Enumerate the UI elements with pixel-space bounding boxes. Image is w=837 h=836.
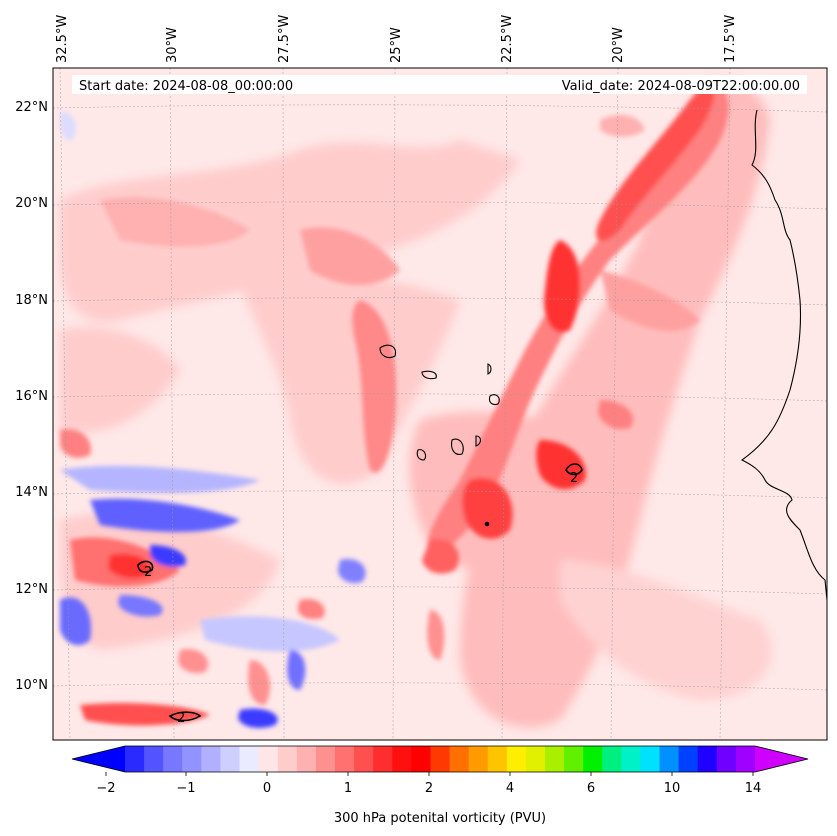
lon-label: 30°W	[165, 27, 180, 63]
colorbar-cell	[487, 746, 508, 772]
colorbar-cell	[602, 746, 622, 772]
colorbar-cell	[564, 746, 584, 772]
africa-coastline	[740, 109, 827, 601]
colorbar-cell	[449, 746, 470, 772]
colorbar-cell	[220, 746, 241, 772]
colorbar-max-arrow	[755, 746, 808, 772]
lon-label: 32.5°W	[55, 15, 70, 63]
colorbar-tick-label: 2	[425, 781, 433, 796]
colorbar-cell	[201, 746, 222, 772]
colorbar-cell	[125, 746, 145, 772]
lat-label: 10°N	[15, 678, 48, 693]
lon-label: 17.5°W	[723, 15, 738, 63]
colorbar-tick-label: 10	[664, 781, 681, 796]
colorbar-cell	[144, 746, 164, 772]
longitude-labels: 32.5°W 30°W 27.5°W 25°W 22.5°W 20°W 17.5…	[55, 15, 738, 63]
colorbar-tick-label: 14	[745, 781, 762, 796]
colorbar-cell	[315, 746, 336, 772]
lon-label: 27.5°W	[277, 15, 292, 63]
colorbar-min-arrow	[72, 746, 125, 772]
colorbar-tick-label: 6	[587, 781, 595, 796]
valid-date-label: Valid_date: 2024-08-09T22:00:00.00	[562, 79, 800, 94]
lon-label: 25°W	[389, 27, 404, 63]
pv2-contours	[137, 463, 583, 722]
colorbar-tick-label: −2	[96, 781, 115, 796]
colorbar-cell	[182, 746, 202, 772]
colorbar-tick-label: 0	[263, 781, 271, 796]
colorbar-label: 300 hPa potenital vorticity (PVU)	[334, 811, 546, 826]
lon-label: 20°W	[611, 27, 626, 63]
colorbar-ticks: −2 −1 0 1 2 4 6 10 14	[96, 772, 761, 796]
colorbar-cell	[697, 746, 718, 772]
colorbar-cell	[411, 746, 432, 772]
colorbar-cell	[373, 746, 393, 772]
colorbar-cell	[659, 746, 680, 772]
colorbar-cell	[545, 746, 565, 772]
lon-label: 22.5°W	[500, 15, 515, 63]
colorbar-cell	[735, 746, 756, 772]
lat-label: 16°N	[15, 389, 48, 404]
cape-verde-islands	[379, 344, 500, 461]
colorbar-tick-label: 4	[506, 781, 514, 796]
contour-label-1: 2	[570, 471, 578, 486]
colorbar-cell	[430, 746, 451, 772]
latitude-labels: 22°N 20°N 18°N 16°N 14°N 12°N 10°N	[15, 100, 48, 693]
map-frame	[52, 67, 828, 741]
lat-label: 18°N	[15, 293, 48, 308]
colorbar-tick-label: −1	[176, 781, 195, 796]
colorbar-cell	[163, 746, 183, 772]
colorbar-cell	[258, 746, 279, 772]
gridlines	[53, 68, 827, 740]
colorbar-cell	[354, 746, 374, 772]
map-panel: 2 2 2 Start date: 2024-08-08_00:00:00 Va…	[53, 68, 827, 740]
colorbar: −2 −1 0 1 2 4 6 10 14 300 hPa potenital vorticit…	[71, 745, 809, 826]
colorbar-cells	[125, 746, 756, 772]
lat-label: 20°N	[15, 196, 48, 211]
lat-label: 12°N	[15, 582, 48, 597]
colorbar-cell	[277, 746, 298, 772]
lat-label: 14°N	[15, 485, 48, 500]
header-strip	[72, 75, 807, 94]
contour-label-2: 2	[144, 565, 152, 580]
colorbar-tick-label: 1	[344, 781, 352, 796]
colorbar-cell	[583, 746, 603, 772]
colorbar-cell	[296, 746, 317, 772]
colorbar-cell	[716, 746, 737, 772]
colorbar-outline	[71, 745, 809, 773]
colorbar-cell	[621, 746, 642, 772]
colorbar-cell	[506, 746, 527, 772]
colorbar-cell	[678, 746, 699, 772]
colorbar-cell	[239, 746, 260, 772]
colorbar-cell	[640, 746, 661, 772]
colorbar-cell	[468, 746, 489, 772]
colorbar-cell	[525, 746, 546, 772]
contour-label-3: 2	[177, 711, 185, 726]
colorbar-cell	[392, 746, 412, 772]
start-date-label: Start date: 2024-08-08_00:00:00	[79, 79, 293, 94]
colorbar-cell	[335, 746, 355, 772]
lat-label: 22°N	[15, 100, 48, 115]
